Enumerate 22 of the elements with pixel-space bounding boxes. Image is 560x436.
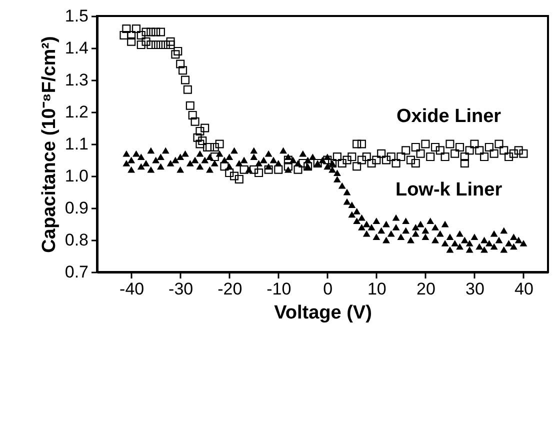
x-tick-label: 30 bbox=[466, 280, 484, 298]
x-tick-label: -20 bbox=[218, 280, 242, 298]
y-tick-label: 1.3 bbox=[64, 70, 88, 90]
x-tick-label: -40 bbox=[120, 280, 144, 298]
x-tick-label: -10 bbox=[266, 280, 292, 298]
series-label: Oxide Liner bbox=[396, 106, 502, 127]
series-label: Low-k Liner bbox=[395, 180, 503, 201]
y-axis-title: Capacitance (10⁻⁸F/cm²) bbox=[38, 36, 60, 253]
x-tick-label: -30 bbox=[168, 280, 194, 298]
y-tick-label: 1.4 bbox=[64, 38, 88, 58]
y-tick-label: 1.1 bbox=[64, 134, 88, 154]
x-axis-title: Voltage (V) bbox=[274, 302, 372, 324]
x-tick-label: 40 bbox=[514, 280, 534, 298]
y-tick-label: 0.9 bbox=[64, 198, 88, 218]
x-tick-label: 20 bbox=[416, 280, 436, 298]
y-tick-label: 0.8 bbox=[64, 230, 88, 250]
y-tick-label: 1.5 bbox=[64, 6, 88, 26]
x-tick-label: 10 bbox=[367, 280, 386, 298]
y-tick-label: 1.0 bbox=[64, 166, 88, 186]
y-tick-label: 1.2 bbox=[64, 102, 88, 122]
x-tick-label: 0 bbox=[323, 280, 333, 298]
y-tick-label: 0.7 bbox=[64, 262, 88, 282]
